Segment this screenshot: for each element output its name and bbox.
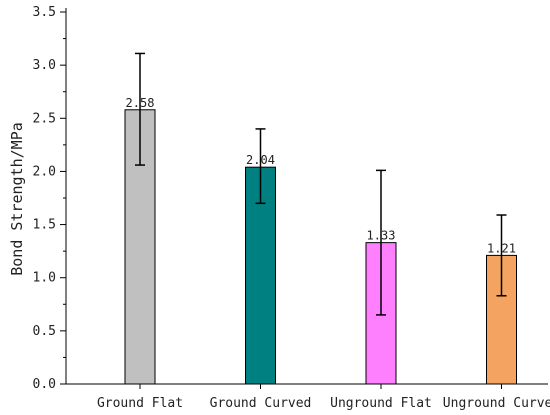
x-tick-label: Unground Flat [330,396,432,411]
y-tick-label: 2.0 [33,164,56,179]
bar-value-label: 2.04 [246,153,275,167]
bar-value-label: 2.58 [126,96,155,110]
bar-value-label: 1.21 [487,241,516,255]
y-tick-label: 0.0 [33,377,56,392]
y-tick-label: 2.5 [33,111,56,126]
y-tick-label: 1.0 [33,271,56,286]
x-tick-label: Unground Curved [443,396,550,411]
y-tick-label: 1.5 [33,218,56,233]
bar-value-label: 1.33 [367,229,396,243]
x-tick-label: Ground Flat [97,396,183,411]
x-tick-label: Ground Curved [210,396,312,411]
y-tick-label: 0.5 [33,324,56,339]
y-tick-label: 3.0 [33,58,56,73]
y-axis-title: Bond Strength/MPa [8,122,26,276]
y-tick-label: 3.5 [33,5,56,20]
